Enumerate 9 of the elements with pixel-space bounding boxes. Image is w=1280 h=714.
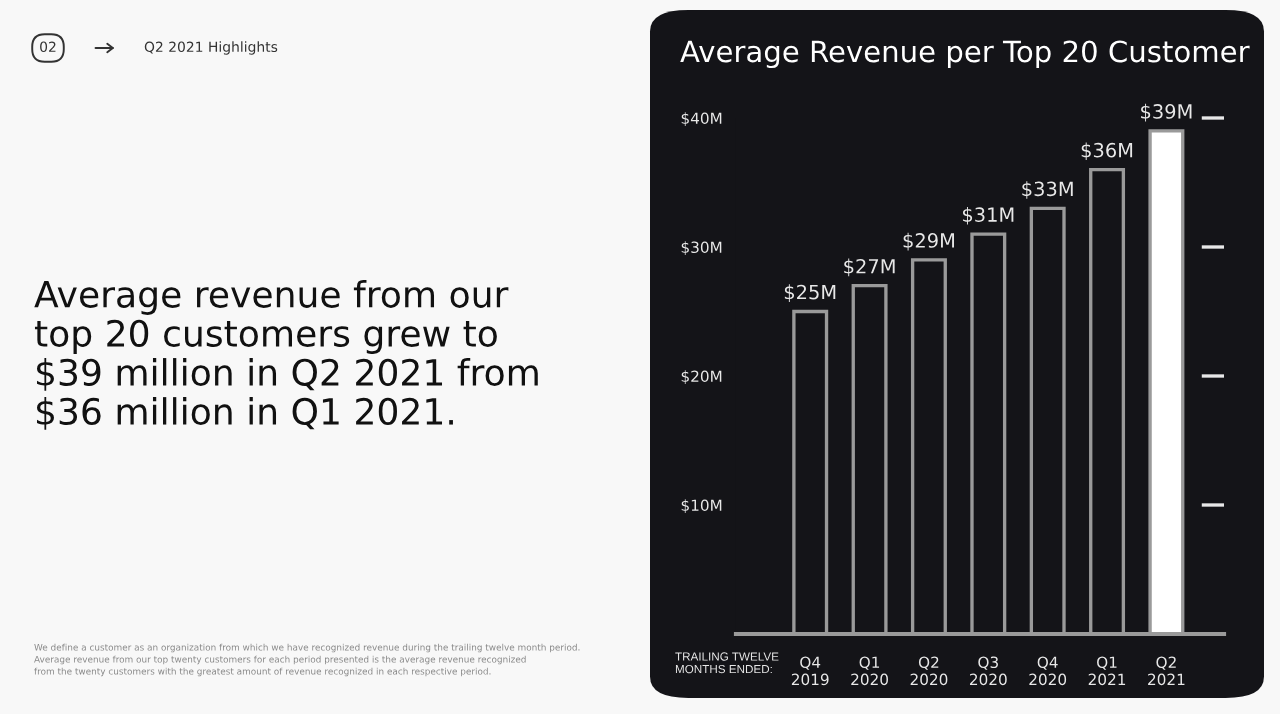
data-label: $36M [1081,142,1133,161]
data-label: $39M [1141,103,1192,122]
data-label: $25M [784,284,836,302]
data-label: $31M [962,206,1014,225]
data-label: $29M [903,232,954,251]
data-label: $33M [1022,181,1073,199]
text: Average revenue from our top 20 customers grew to $39 million in Q2 2021 from $36 million in Q1 2021. [34,279,538,430]
chart-title: Average Revenue per Top 20 Customer [680,40,1250,69]
data-label: $27M [844,258,895,277]
